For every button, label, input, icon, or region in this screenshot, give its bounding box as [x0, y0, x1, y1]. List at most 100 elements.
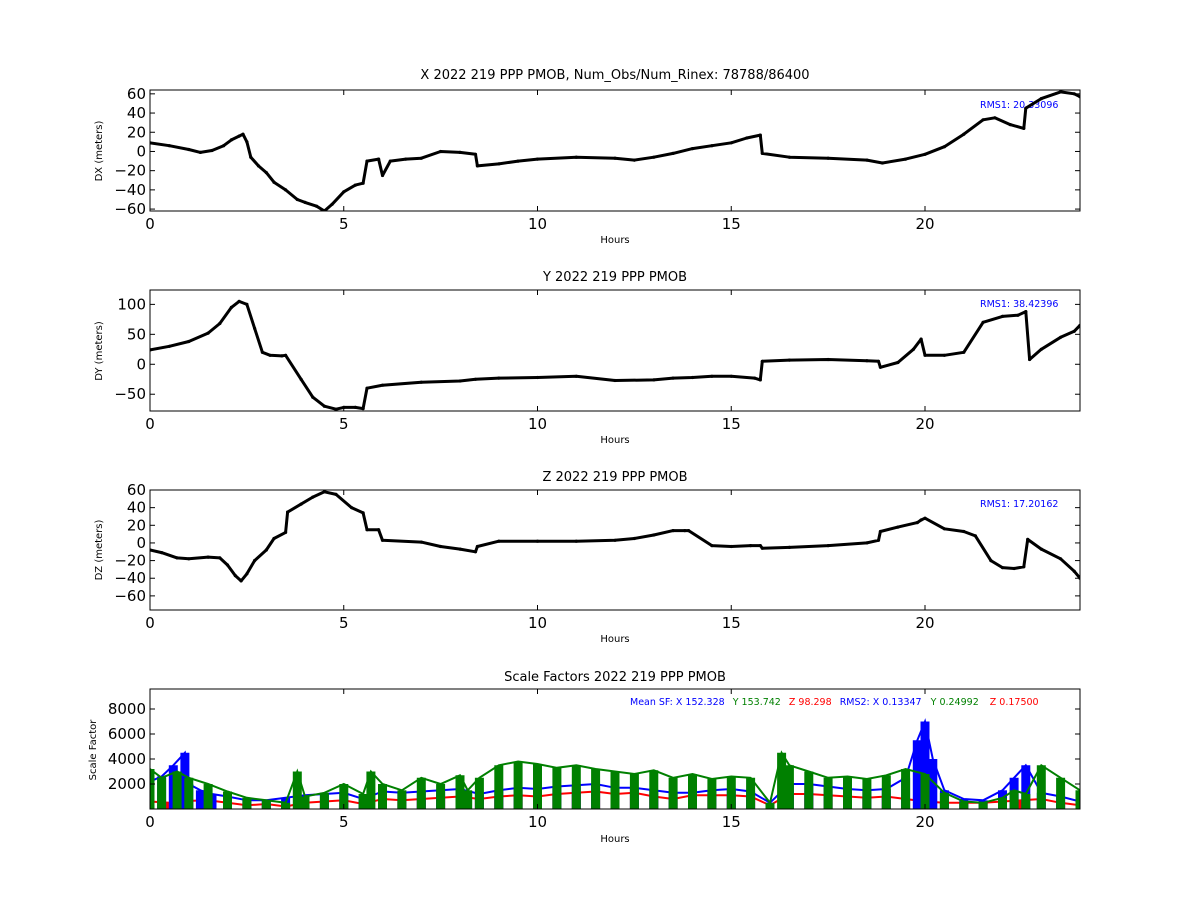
y-tick-label: 0	[136, 142, 146, 160]
x-tick-label: 15	[722, 215, 741, 233]
data-point	[749, 544, 753, 548]
data-point	[652, 155, 656, 159]
data-point	[377, 528, 381, 532]
data-point	[458, 547, 462, 551]
data-point	[1026, 537, 1030, 542]
data-point	[206, 331, 210, 335]
y-tick-label: 6000	[108, 725, 146, 743]
data-point	[167, 144, 171, 148]
data-point	[690, 147, 695, 151]
data-point	[245, 302, 249, 306]
y-tick-label: 8000	[108, 700, 146, 718]
data-point	[1072, 569, 1076, 573]
data-point	[758, 544, 762, 548]
plot-area	[150, 299, 1080, 411]
y-tick-label: 20	[127, 516, 146, 534]
data-point	[361, 181, 365, 185]
x-tick-label: 20	[915, 415, 934, 433]
data-point	[419, 380, 423, 384]
data-point	[249, 155, 253, 159]
data-point	[981, 118, 985, 122]
data-point	[295, 197, 299, 202]
scale-factor-annotation: Mean SF: X 152.328 Y 153.742 Z 98.298 RM…	[630, 697, 1039, 708]
x-tick-label: 10	[528, 614, 547, 632]
series-0	[150, 490, 1080, 583]
data-point	[535, 157, 540, 161]
data-point	[1028, 357, 1032, 362]
data-point	[962, 350, 966, 354]
rms-annotation: RMS1: 38.42396	[980, 299, 1058, 310]
data-point	[241, 132, 245, 136]
data-point	[334, 407, 338, 411]
data-point	[1008, 123, 1012, 127]
data-point	[1059, 557, 1063, 561]
data-point	[752, 376, 757, 380]
data-point	[388, 159, 392, 163]
y-tick-label: 0	[136, 355, 146, 373]
data-point	[210, 148, 214, 153]
data-point	[535, 539, 540, 543]
data-point	[365, 528, 369, 532]
data-point	[330, 202, 334, 206]
y-tick-label: 50	[127, 325, 146, 343]
x-tick-label: 5	[339, 614, 349, 632]
data-point	[1012, 566, 1016, 571]
x-axis-label: Hours	[600, 634, 629, 645]
data-point	[942, 527, 947, 531]
data-point	[687, 529, 691, 533]
data-point	[377, 157, 381, 161]
data-point	[404, 157, 408, 161]
data-point	[1022, 126, 1026, 130]
data-point	[353, 183, 357, 187]
data-point	[671, 529, 675, 533]
data-point	[574, 374, 578, 378]
y-tick-label: −50	[114, 385, 146, 403]
data-point	[497, 162, 501, 166]
axes-frame	[149, 489, 1081, 611]
data-point	[284, 353, 288, 357]
data-point	[758, 378, 762, 382]
data-point	[1072, 92, 1076, 96]
data-point	[1039, 547, 1043, 551]
data-point	[826, 357, 830, 362]
data-point	[239, 579, 243, 583]
data-point	[253, 326, 257, 330]
y-axis-label: Scale Factor	[88, 719, 99, 781]
data-point	[923, 152, 927, 156]
data-point	[787, 358, 792, 362]
y-tick-label: −20	[114, 552, 146, 570]
data-point	[229, 305, 233, 309]
data-point	[272, 180, 276, 184]
data-point	[1024, 310, 1028, 314]
y-axis-label: DY (meters)	[94, 321, 105, 381]
data-point	[475, 164, 479, 168]
data-point	[787, 155, 792, 159]
data-point	[315, 204, 319, 208]
y-tick-label: 20	[127, 123, 146, 141]
series-0	[150, 90, 1080, 211]
data-point	[1039, 347, 1043, 351]
data-point	[380, 383, 385, 387]
data-point	[826, 544, 830, 548]
data-point	[942, 353, 947, 357]
data-point	[284, 188, 288, 192]
data-point	[380, 173, 385, 178]
x-tick-label: 10	[528, 813, 547, 831]
data-point	[710, 374, 714, 378]
data-point	[878, 529, 883, 534]
y-tick-label: 40	[127, 104, 146, 122]
y-tick-label: 100	[117, 295, 146, 313]
mean-sf-y: Y 153.742	[732, 697, 781, 708]
data-point	[1072, 329, 1076, 333]
data-point	[942, 145, 947, 149]
panel-dy: Y 2022 219 PPP PMOB Hours DY (meters) RM…	[94, 270, 1081, 446]
data-point	[787, 545, 792, 550]
data-point	[299, 502, 303, 506]
x-tick-label: 0	[145, 614, 155, 632]
data-point	[218, 321, 222, 326]
panel-scale-factors: Scale Factors 2022 219 PPP PMOB Hours Sc…	[88, 670, 1081, 845]
data-point	[981, 320, 985, 324]
data-point	[896, 360, 900, 365]
y-tick-label: −60	[114, 200, 146, 218]
data-point	[187, 557, 191, 561]
